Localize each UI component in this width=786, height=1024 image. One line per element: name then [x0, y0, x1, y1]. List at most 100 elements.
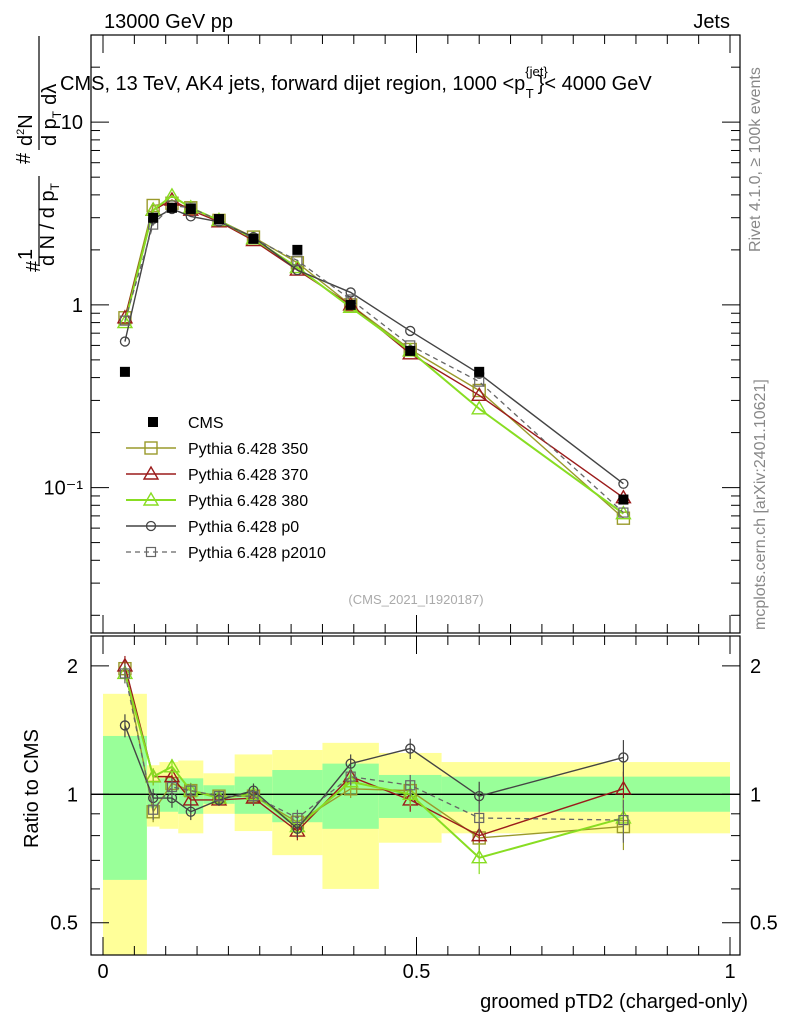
legend-label-cms: CMS [188, 415, 224, 432]
ratio-point-p0 [345, 758, 356, 769]
ratio-y-tick-label: 2 [67, 656, 78, 678]
data-point-cms [213, 214, 224, 225]
ratio-y-tick-label-right: 0.5 [750, 913, 778, 935]
ratio-point-p0 [405, 743, 416, 754]
plot-title: CMS, 13 TeV, AK4 jets, forward dijet reg… [60, 64, 652, 101]
ratio-point-p2010 [292, 812, 303, 824]
data-point-cms [292, 244, 303, 255]
ratio-point-p2010 [618, 814, 629, 826]
main-y-tick-label: 1 [72, 295, 83, 317]
legend-item-p380: Pythia 6.428 380 [126, 491, 308, 510]
analysis-id: (CMS_2021_I1920187) [348, 592, 483, 607]
legend-item-cms: CMS [148, 415, 224, 432]
data-point-p0 [119, 336, 131, 347]
data-point-p2010 [292, 255, 303, 266]
ratio-point-p2010 [119, 668, 131, 679]
ratio-point-p0 [618, 752, 629, 763]
series-line-p2010 [124, 204, 624, 514]
svg-text:d N / d pT: d N / d pT [37, 182, 62, 266]
ratio-y-label: Ratio to CMS [21, 729, 43, 848]
band-green [103, 735, 147, 880]
ratio-point-p370 [615, 780, 632, 795]
main-y-label-parts: d N / d pT # d2N d pTdλ [13, 36, 64, 266]
ratio-point-p2010 [474, 812, 485, 824]
ratio-y-tick-label: 0.5 [50, 913, 78, 935]
series-line-p380 [123, 194, 624, 515]
legend-marker-cms [148, 417, 158, 427]
ratio-point-p2010 [148, 804, 159, 815]
ratio-series-group [116, 655, 632, 875]
ratio-line-p2010 [124, 673, 624, 821]
legend-marker-p380 [142, 491, 160, 506]
x-tick-label: 1 [724, 961, 735, 983]
legend-marker-p0 [145, 520, 157, 532]
data-point-p350 [472, 383, 486, 398]
data-point-p0 [618, 478, 629, 489]
ratio-point-p2010 [213, 791, 225, 802]
ratio-y-tick-label-right: 1 [750, 784, 761, 806]
series-cms [119, 202, 629, 505]
ratio-point-p380 [470, 849, 488, 864]
legend-marker-p370 [142, 465, 160, 480]
ratio-point-p2010 [185, 785, 196, 796]
data-point-cms [345, 299, 356, 310]
svg-text:1: 1 [15, 249, 37, 260]
ratio-frame [90, 635, 741, 956]
ratio-point-p380 [163, 758, 181, 773]
ratio-point-p380 [144, 768, 162, 783]
data-point-p380 [116, 314, 134, 329]
x-tick-label: 0.5 [403, 961, 431, 983]
data-point-cms [405, 345, 416, 356]
main-frame [90, 34, 741, 634]
legend-marker-p2010 [145, 546, 157, 558]
svg-text:d pTdλ: d pTdλ [39, 84, 64, 146]
legend-item-p350: Pythia 6.428 350 [126, 441, 308, 458]
ratio-point-p2010 [166, 781, 178, 793]
legend-label-p350: Pythia 6.428 350 [188, 441, 308, 458]
data-point-cms [119, 366, 130, 377]
x-axis-label: groomed pTD2 (charged-only) [480, 991, 748, 1013]
main-axes: 10⁻¹ 1 10 [44, 34, 740, 633]
mcplots-label: mcplots.cern.ch [arXiv:2401.10621] [752, 379, 769, 630]
data-point-p0 [292, 264, 303, 276]
data-point-p370 [470, 386, 488, 401]
header-right: Jets [693, 11, 730, 33]
ratio-y-tick-label: 1 [67, 784, 78, 806]
legend-marker-p350 [144, 441, 158, 455]
legend: CMS Pythia 6.428 350 Pythia 6.428 370 Pythi… [126, 415, 326, 562]
svg-text:#: # [13, 152, 35, 164]
main-y-tick-label: 10 [61, 112, 83, 134]
ratio-point-p380 [402, 785, 419, 800]
data-point-cms [148, 212, 159, 223]
svg-text:d2N: d2N [15, 114, 37, 146]
data-point-p0 [345, 287, 356, 298]
legend-label-p380: Pythia 6.428 380 [188, 493, 308, 510]
data-point-p2010 [119, 315, 131, 326]
ratio-point-p0 [119, 720, 131, 731]
x-tick-label: 0 [97, 961, 108, 983]
main-y-label: # 1 [15, 176, 45, 272]
ratio-point-p370 [470, 827, 488, 842]
ratio-y-tick-label-right: 2 [750, 656, 761, 678]
ratio-point-p2010 [248, 791, 259, 802]
rivet-label: Rivet 4.1.0, ≥ 100k events [747, 67, 764, 252]
data-point-p2010 [618, 507, 629, 518]
legend-item-p2010: Pythia 6.428 p2010 [126, 545, 326, 562]
ratio-point-p0 [185, 806, 196, 817]
ratio-point-p2010 [405, 780, 416, 791]
main-y-tick-label: 10⁻¹ [44, 478, 84, 500]
legend-label-p370: Pythia 6.428 370 [188, 467, 308, 484]
data-point-p380 [470, 400, 488, 415]
ratio-bands [103, 693, 730, 955]
ratio-point-p0 [474, 790, 485, 802]
data-point-p0 [405, 325, 416, 337]
data-point-cms [474, 366, 485, 377]
data-point-p2010 [474, 376, 485, 387]
data-point-cms [248, 233, 259, 244]
main-panel: 10⁻¹ 1 10 [44, 34, 741, 634]
legend-item-p370: Pythia 6.428 370 [126, 465, 308, 484]
header-left: 13000 GeV pp [104, 11, 233, 33]
data-point-cms [185, 203, 196, 214]
ratio-point-p2010 [345, 771, 356, 782]
